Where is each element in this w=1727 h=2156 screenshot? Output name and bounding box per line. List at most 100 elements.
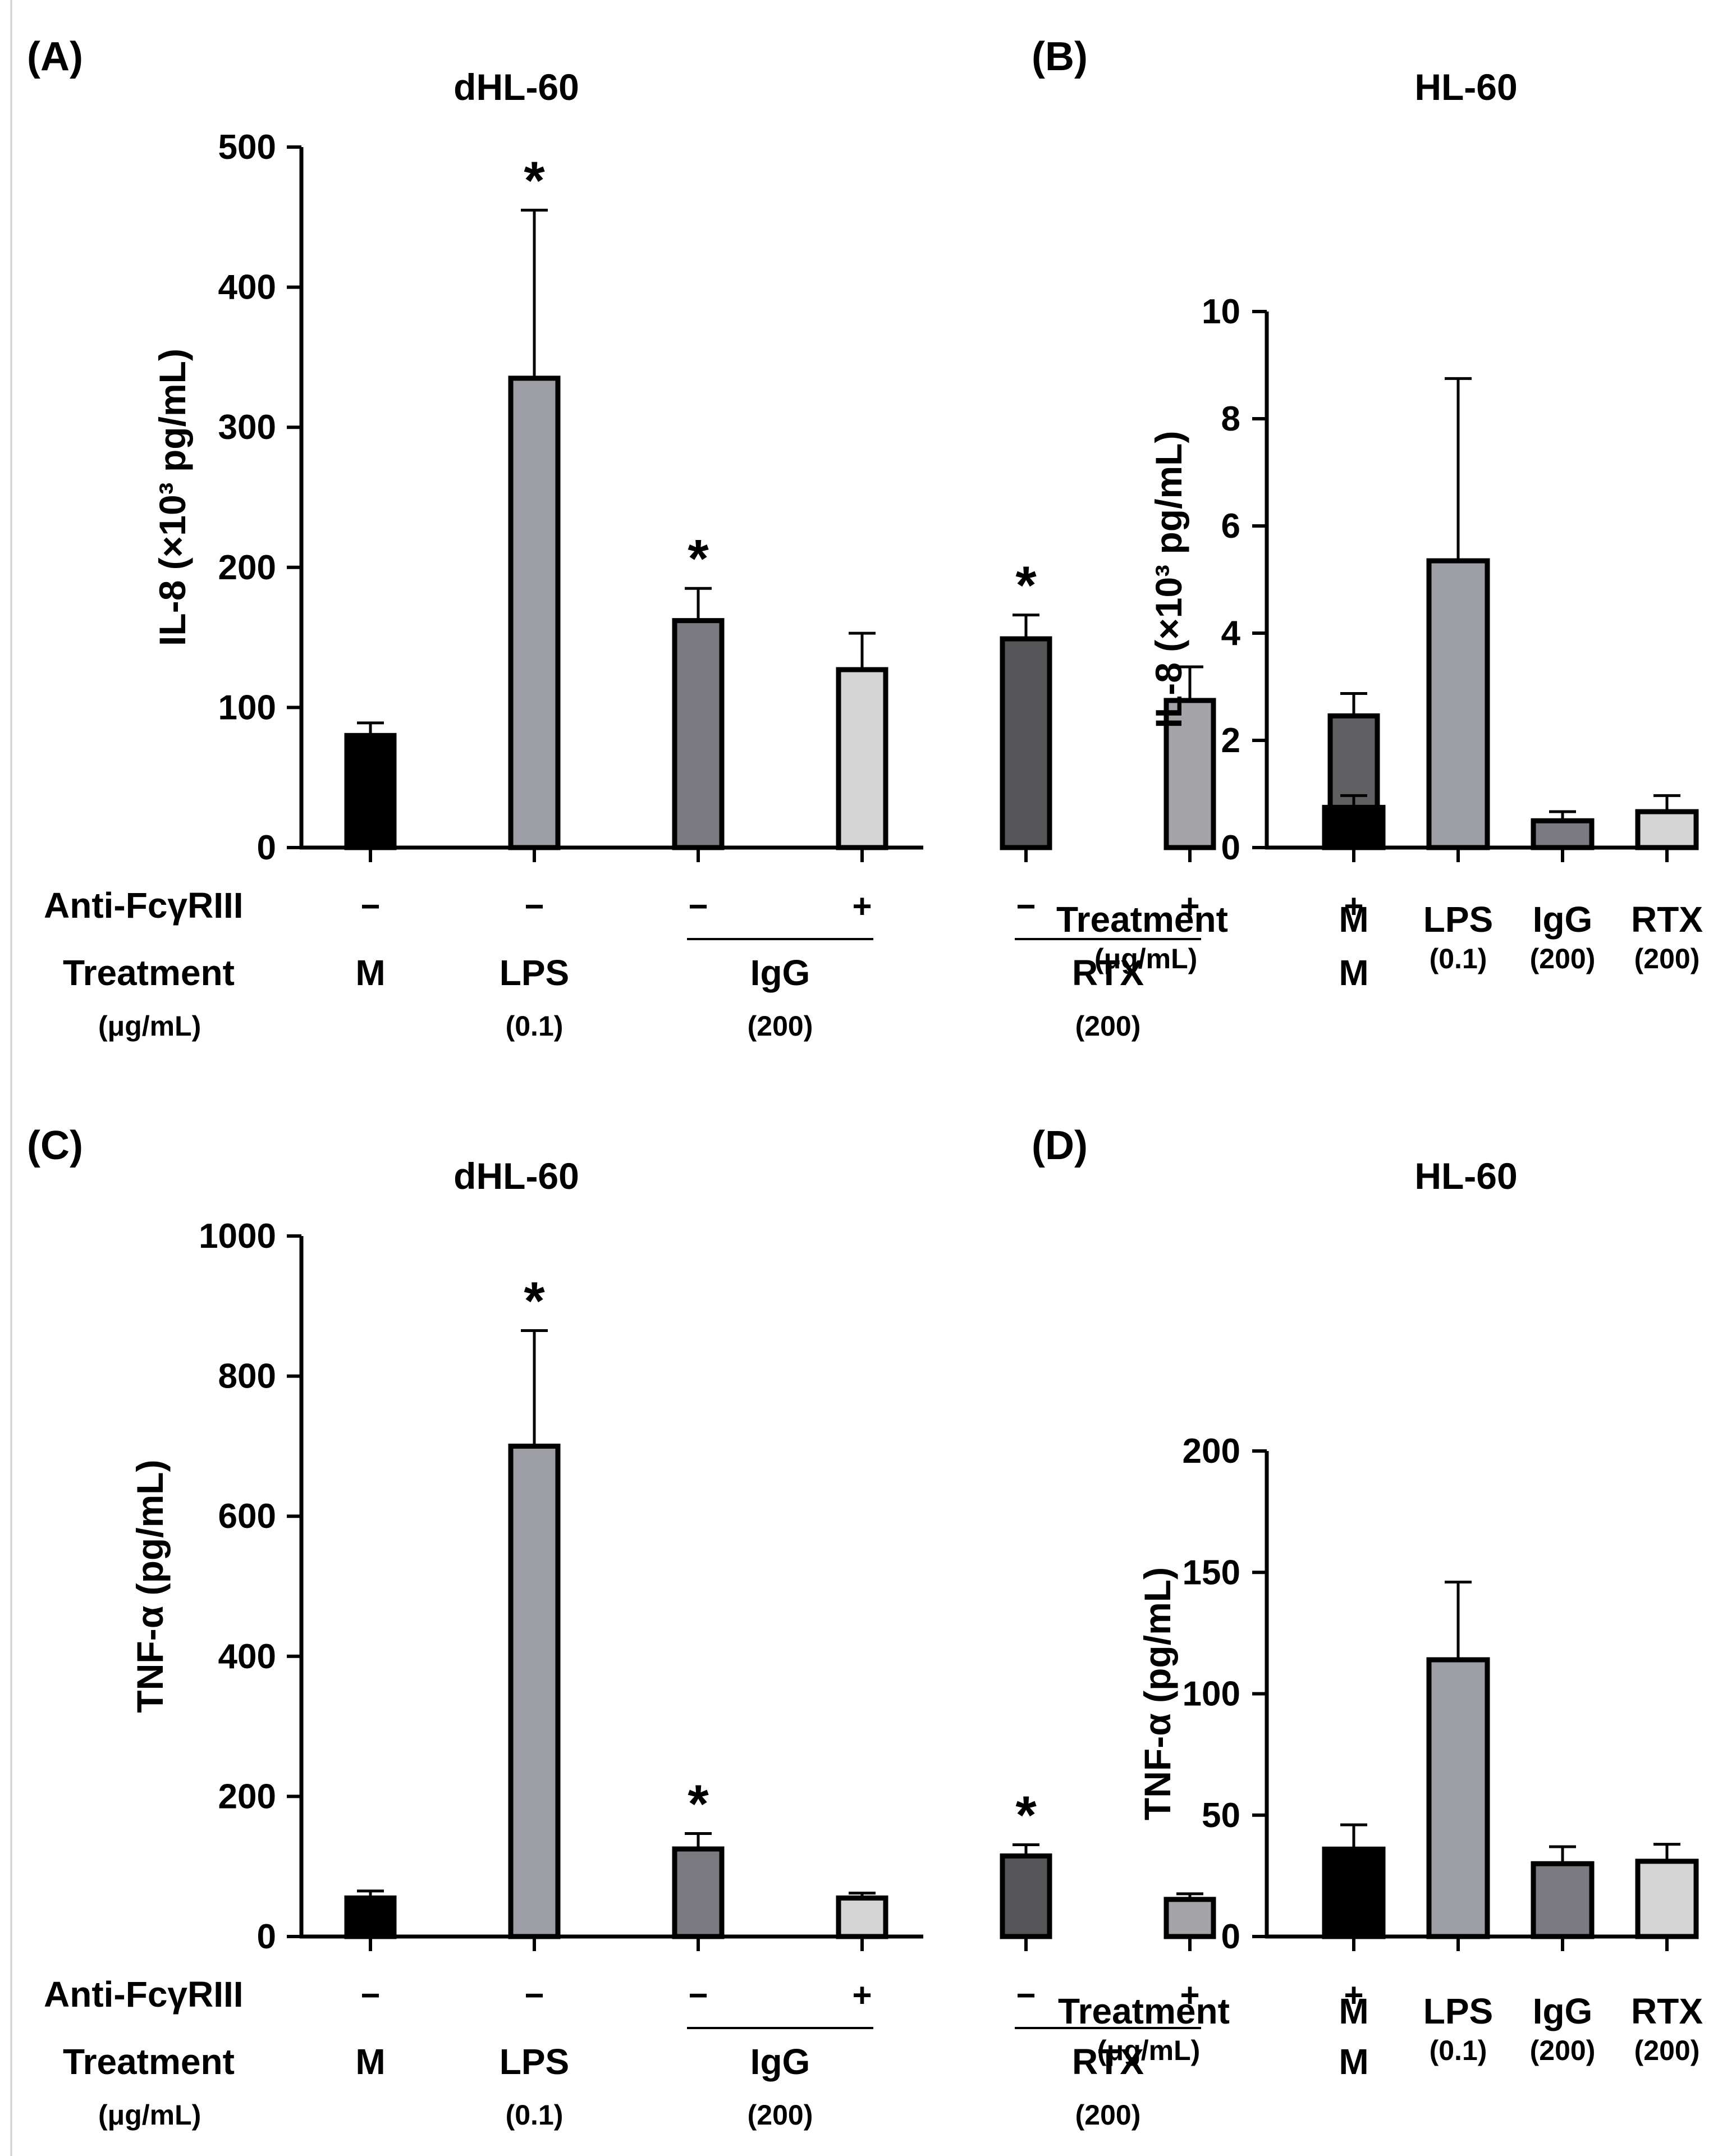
- bar: [836, 667, 888, 850]
- treatment-label: IgG: [750, 953, 810, 993]
- anti-sign: −: [524, 887, 544, 925]
- bar: [508, 1443, 561, 1939]
- dose-label: (0.1): [506, 1010, 564, 1042]
- chart-title: HL-60: [1414, 1155, 1517, 1197]
- dose-label: (0.1): [1430, 2035, 1487, 2066]
- chart-title: dHL-60: [453, 66, 579, 108]
- panel-label: (D): [1032, 1123, 1088, 1168]
- treatment-label: RTX: [1631, 1991, 1703, 2031]
- panel-label: (A): [27, 34, 83, 79]
- treatment-label: IgG: [750, 2041, 810, 2082]
- y-tick-label: 0: [1221, 1917, 1240, 1956]
- chart-panel: (D) HL-60 0 50 100 150 200 TNF-α (pg/mL) M LPS (0.…: [1032, 1123, 1703, 2066]
- y-axis-title: TNF-α (pg/mL): [129, 1459, 171, 1713]
- y-tick-label: 4: [1221, 614, 1241, 653]
- anti-sign: +: [852, 887, 872, 925]
- y-tick-label: 200: [218, 548, 276, 587]
- bar: [1322, 1846, 1386, 1939]
- dose-label: (200): [1634, 943, 1700, 974]
- treatment-label: RTX: [1072, 953, 1144, 993]
- y-tick-label: 0: [1221, 828, 1240, 867]
- anti-fc-row-label: Anti-FcγRIII: [44, 1974, 244, 2015]
- panel-label: (C): [27, 1123, 83, 1168]
- bar: [672, 1846, 725, 1939]
- treatment-label: M: [1339, 899, 1368, 940]
- treatment-label: M: [1339, 1991, 1368, 2031]
- bar: [672, 618, 725, 850]
- dose-label: (200): [1634, 2035, 1700, 2066]
- y-tick-label: 500: [218, 128, 276, 167]
- treatment-label: M: [1339, 953, 1368, 993]
- chart-title: dHL-60: [453, 1155, 579, 1197]
- bar: [1426, 1657, 1490, 1939]
- chart-title: HL-60: [1414, 66, 1517, 108]
- y-tick-label: 0: [257, 1917, 276, 1956]
- units-row-label: (μg/mL): [98, 2099, 201, 2131]
- dose-label: (200): [748, 1010, 813, 1042]
- anti-sign: −: [1016, 1976, 1036, 2014]
- treatment-label: RTX: [1631, 899, 1703, 940]
- units-row-label: (μg/mL): [1094, 943, 1197, 974]
- treatment-row-label: Treatment: [1058, 1991, 1230, 2031]
- y-tick-label: 10: [1202, 292, 1240, 331]
- significance-star: *: [524, 150, 545, 210]
- dose-label: (0.1): [506, 2099, 564, 2131]
- bar: [344, 1895, 397, 1939]
- treatment-label: M: [355, 2041, 385, 2082]
- bar: [1531, 818, 1595, 850]
- y-tick-label: 0: [257, 828, 276, 867]
- bar: [508, 376, 561, 850]
- bar: [1531, 1861, 1595, 1939]
- y-tick-label: 400: [218, 268, 276, 307]
- bar: [1426, 558, 1490, 850]
- dose-label: (200): [748, 2099, 813, 2131]
- y-tick-label: 100: [1183, 1675, 1240, 1714]
- panel-label: (B): [1032, 34, 1088, 79]
- y-tick-label: 1000: [199, 1217, 276, 1256]
- bar: [1163, 698, 1216, 850]
- dose-label: (200): [1075, 2099, 1141, 2131]
- bar: [1635, 809, 1699, 850]
- anti-sign: +: [1344, 1976, 1363, 2014]
- bar: [344, 733, 397, 850]
- anti-sign: +: [1344, 887, 1363, 925]
- anti-sign: −: [360, 887, 380, 925]
- y-tick-label: 150: [1183, 1553, 1240, 1592]
- significance-star: *: [1015, 1786, 1037, 1846]
- y-tick-label: 400: [218, 1637, 276, 1676]
- dose-label: (0.1): [1430, 943, 1487, 974]
- dose-label: (200): [1075, 1010, 1141, 1042]
- chart-panel: (B) HL-60 0 2 4 6 8 10 IL-8 (×10³ pg/mL) M LPS(0.1…: [1032, 34, 1703, 974]
- y-tick-label: 100: [218, 688, 276, 727]
- dose-label: (200): [1530, 943, 1596, 974]
- anti-sign: −: [688, 1976, 708, 2014]
- treatment-label: IgG: [1533, 899, 1593, 940]
- anti-sign: −: [524, 1976, 544, 2014]
- anti-sign: +: [1180, 1976, 1199, 2014]
- anti-sign: −: [688, 887, 708, 925]
- dose-label: (200): [1530, 2035, 1596, 2066]
- treatment-row-label: Treatment: [63, 953, 235, 993]
- units-row-label: (μg/mL): [1097, 2035, 1200, 2066]
- y-tick-label: 2: [1221, 721, 1240, 760]
- treatment-label: LPS: [500, 2041, 569, 2082]
- bar: [1163, 1897, 1216, 1939]
- y-tick-label: 8: [1221, 400, 1240, 438]
- significance-star: *: [688, 1774, 709, 1834]
- anti-sign: −: [1016, 887, 1036, 925]
- anti-fc-row-label: Anti-FcγRIII: [44, 885, 244, 926]
- treatment-label: LPS: [500, 953, 569, 993]
- treatment-label: LPS: [1423, 1991, 1493, 2031]
- y-axis-title: TNF-α (pg/mL): [1137, 1567, 1178, 1820]
- y-tick-label: 300: [218, 408, 276, 447]
- y-tick-label: 200: [218, 1777, 276, 1816]
- y-tick-label: 50: [1202, 1796, 1240, 1835]
- y-tick-label: 6: [1221, 507, 1240, 546]
- bar: [836, 1895, 888, 1939]
- significance-star: *: [688, 529, 709, 589]
- bar: [1000, 636, 1052, 850]
